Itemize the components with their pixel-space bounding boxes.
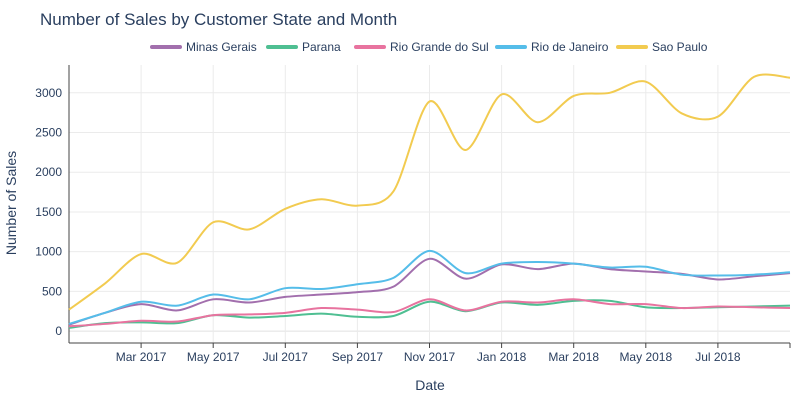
x-tick-label: Mar 2018	[548, 350, 599, 364]
legend-item-parana[interactable]: Parana	[266, 40, 341, 54]
y-tick-label: 2500	[35, 126, 62, 140]
x-tick-label: Jan 2018	[477, 350, 527, 364]
x-tick-label: Jul 2017	[263, 350, 309, 364]
x-axis-ticks: Mar 2017 May 2017 Jul 2017 Sep 2017 Nov 2017…	[116, 350, 741, 364]
y-tick-label: 1500	[35, 205, 62, 219]
series-line-rio-grande-do-sul[interactable]	[68, 298, 791, 328]
x-tick-label: May 2017	[187, 350, 240, 364]
x-tick-label: May 2018	[619, 350, 672, 364]
series-line-rio-de-janeiro[interactable]	[68, 249, 791, 325]
x-tick-label: Jul 2018	[695, 350, 741, 364]
y-tick-label: 2000	[35, 165, 62, 179]
legend-label: Minas Gerais	[186, 40, 257, 54]
x-tick-label: Sep 2017	[332, 350, 384, 364]
legend-item-rio-grande-do-sul[interactable]: Rio Grande do Sul	[354, 40, 489, 54]
legend-label: Sao Paulo	[652, 40, 708, 54]
x-axis-title: Date	[415, 377, 445, 393]
x-tick-label: Mar 2017	[116, 350, 167, 364]
y-tick-label: 500	[42, 284, 62, 298]
y-axis-title: Number of Sales	[3, 151, 19, 255]
y-axis-ticks: 0 500 1000 1500 2000 2500 3000	[35, 86, 62, 338]
legend-label: Rio de Janeiro	[531, 40, 609, 54]
legend-label: Rio Grande do Sul	[390, 40, 489, 54]
y-tick-label: 0	[55, 324, 62, 338]
legend-item-rio-de-janeiro[interactable]: Rio de Janeiro	[495, 40, 609, 54]
x-tick-label: Nov 2017	[404, 350, 456, 364]
chart-title: Number of Sales by Customer State and Mo…	[40, 10, 397, 29]
y-tick-label: 1000	[35, 245, 62, 259]
gridlines	[68, 65, 791, 348]
y-tick-label: 3000	[35, 86, 62, 100]
legend[interactable]: Minas Gerais Parana Rio Grande do Sul Rio d…	[150, 40, 708, 54]
legend-item-minas-gerais[interactable]: Minas Gerais	[150, 40, 257, 54]
legend-item-sao-paulo[interactable]: Sao Paulo	[616, 40, 708, 54]
legend-label: Parana	[302, 40, 341, 54]
series-layer	[68, 73, 791, 329]
series-line-sao-paulo[interactable]	[68, 73, 791, 311]
